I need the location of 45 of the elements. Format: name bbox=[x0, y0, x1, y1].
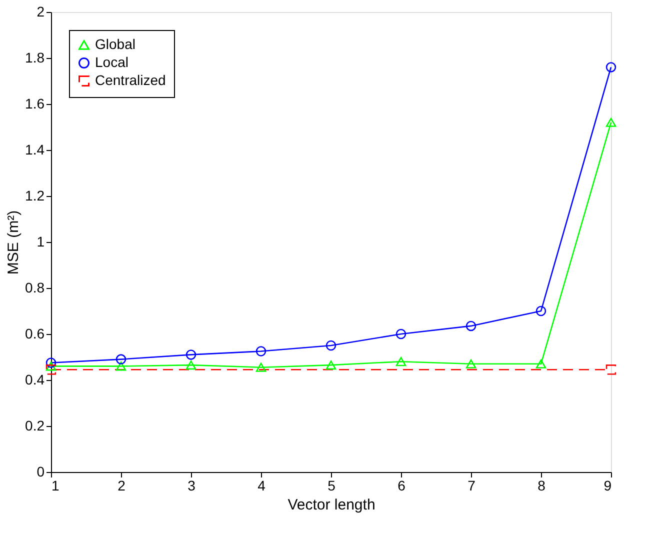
point bbox=[256, 362, 266, 372]
x-tick-label: 3 bbox=[188, 478, 196, 494]
point bbox=[256, 346, 266, 356]
x-tick-label: 1 bbox=[52, 478, 60, 494]
legend-label: Local bbox=[95, 54, 128, 70]
y-tick-label: 0.8 bbox=[25, 280, 45, 296]
y-tick-label: 1.2 bbox=[25, 188, 45, 204]
point bbox=[536, 359, 546, 368]
point bbox=[116, 354, 126, 364]
point bbox=[326, 360, 336, 370]
legend-label: Global bbox=[95, 36, 136, 52]
y-tick-label: 1.6 bbox=[25, 96, 45, 112]
x-axis-title: Vector length bbox=[288, 496, 376, 514]
point bbox=[606, 62, 616, 72]
point bbox=[536, 306, 546, 316]
point bbox=[186, 350, 196, 360]
point bbox=[466, 320, 476, 332]
point bbox=[46, 362, 56, 371]
point bbox=[116, 362, 126, 371]
y-tick-label: 1.8 bbox=[25, 50, 45, 66]
x-tick-label: 2 bbox=[118, 478, 126, 494]
y-tick-label: 1 bbox=[36, 234, 45, 250]
y-tick-label: 0.4 bbox=[25, 372, 45, 388]
x-tick-label: 7 bbox=[468, 478, 476, 494]
x-tick-label: 5 bbox=[328, 478, 336, 494]
point bbox=[326, 340, 336, 351]
y-tick-label: 0.6 bbox=[25, 326, 45, 342]
point bbox=[46, 358, 56, 368]
x-tick-label: 9 bbox=[604, 478, 612, 494]
point bbox=[466, 359, 476, 368]
y-tick-label: 1.4 bbox=[25, 142, 45, 158]
x-tick-label: 6 bbox=[398, 478, 406, 494]
point bbox=[46, 364, 56, 375]
y-tick-label: 0 bbox=[36, 464, 45, 480]
point bbox=[606, 118, 616, 127]
x-tick-label: 8 bbox=[538, 478, 546, 494]
x-tick-label: 4 bbox=[258, 478, 266, 494]
point bbox=[606, 364, 616, 375]
point bbox=[186, 360, 196, 370]
y-axis-title: MSE (m²) bbox=[5, 210, 22, 275]
legend-label: Centralized bbox=[95, 72, 166, 88]
point bbox=[396, 328, 406, 340]
y-tick-label: 0.2 bbox=[25, 418, 45, 434]
point bbox=[396, 357, 406, 366]
y-tick-label: 2 bbox=[36, 4, 45, 20]
